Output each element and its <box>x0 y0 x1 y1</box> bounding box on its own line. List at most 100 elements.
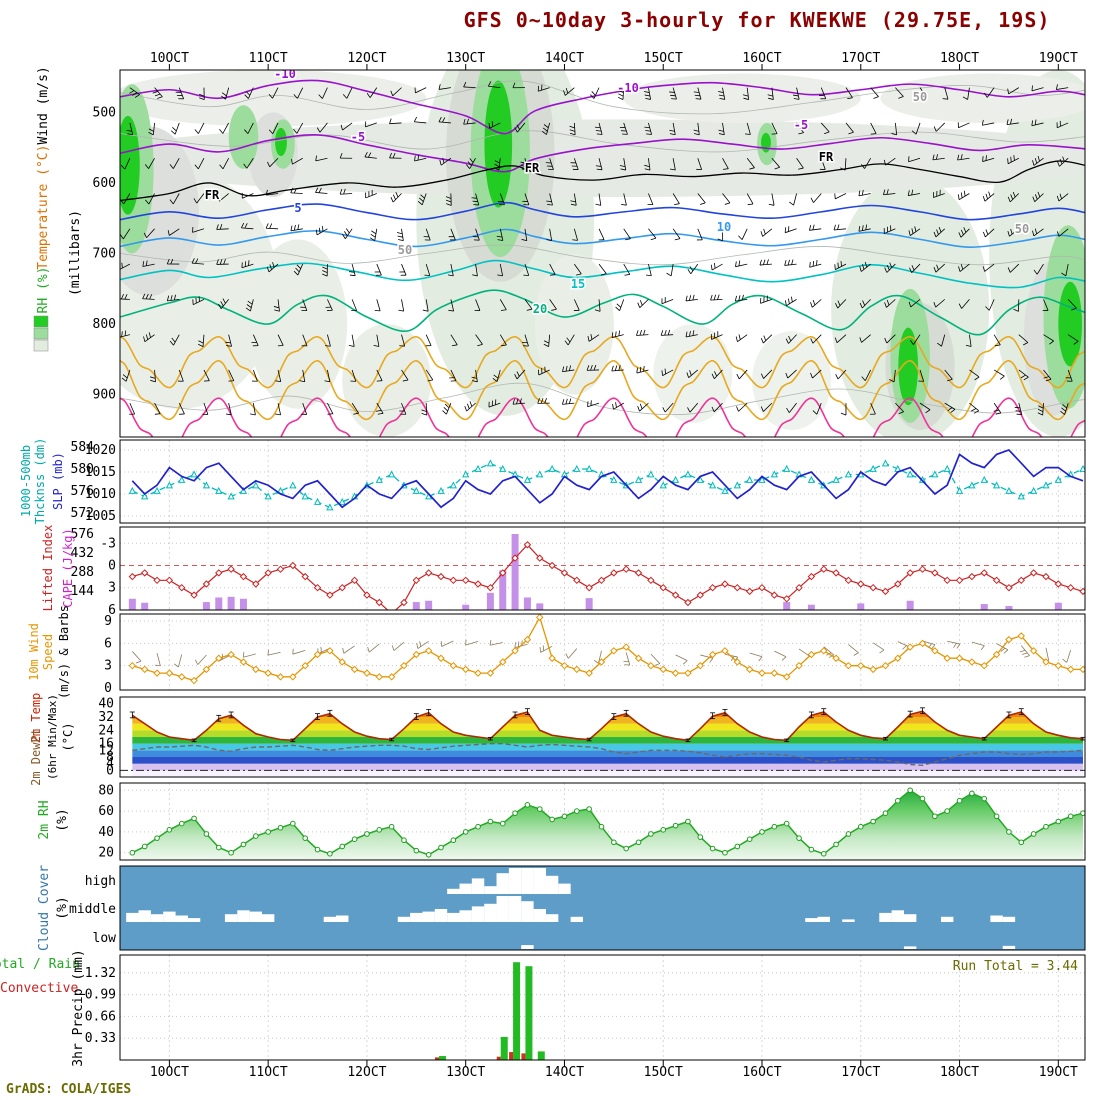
axis-side-label: 2m DewPt <box>29 728 43 786</box>
cloud-bar <box>138 910 151 922</box>
contour-line <box>120 201 1085 221</box>
cloud-bar <box>175 915 188 922</box>
x-axis-label-bottom: 18OCT <box>940 1065 979 1080</box>
tick-label: 3 <box>104 659 112 674</box>
cape-bar <box>215 597 223 610</box>
cape-bar <box>239 598 247 610</box>
tick-label: 432 <box>71 546 94 561</box>
axis-side-label: (°C) <box>61 723 75 752</box>
tick-label: 584 <box>71 440 95 455</box>
run-total-label: Run Total = 3.44 <box>953 959 1078 974</box>
x-axis-label-top: 10OCT <box>150 51 189 66</box>
axis-side-label: 1000-500mb <box>19 445 33 517</box>
cloud-bar <box>323 916 337 922</box>
axis-side-label: (%) <box>55 808 70 831</box>
tick-label: 1020 <box>85 443 116 458</box>
precip-total-bar <box>513 962 521 1060</box>
contour-label: 5 <box>294 201 301 215</box>
x-axis-label-top: 13OCT <box>446 51 485 66</box>
x-axis-label-top: 18OCT <box>940 51 979 66</box>
grads-stamp: GrADS: COLA/IGES <box>6 1082 132 1097</box>
contour-label: FR <box>205 188 220 202</box>
tick-label: 32 <box>98 710 114 725</box>
tick-label: 80 <box>98 783 114 798</box>
cape-bar <box>425 600 433 610</box>
axis-side-label: (6hr Min/Max) <box>46 694 59 780</box>
precip-total-bar <box>537 1051 545 1060</box>
cloud-bar <box>940 916 954 922</box>
tick-label: middle <box>69 902 116 917</box>
cape-bar <box>141 602 149 610</box>
tick-label: 12 <box>98 743 114 758</box>
panel-border <box>119 69 1086 438</box>
x-axis-label-bottom: 16OCT <box>742 1065 781 1080</box>
contour-line <box>120 335 1085 389</box>
contour-line <box>120 79 1085 135</box>
cloud-bar <box>879 912 892 922</box>
x-axis-label-top: 12OCT <box>347 51 386 66</box>
precip-convective-bar <box>509 1052 514 1060</box>
tick-label: 1010 <box>85 487 116 502</box>
cloud-bar <box>471 906 485 922</box>
cloud-bar <box>126 912 139 922</box>
tick-label: 0 <box>106 763 114 778</box>
panel-border <box>119 696 1086 778</box>
axis-side-label: RH (%) <box>36 267 51 314</box>
contour-label: -10 <box>274 67 296 81</box>
page-title: GFS 0~10day 3-hourly for KWEKWE (29.75E,… <box>463 8 1051 32</box>
cloud-bar <box>249 911 263 922</box>
axis-side-label: Cloud Cover <box>37 865 52 951</box>
precip-convective-bar <box>435 1057 440 1060</box>
rh-legend-swatch <box>33 339 49 352</box>
x-axis-label-bottom: 15OCT <box>644 1065 683 1080</box>
cape-bar <box>857 603 865 610</box>
panel-border <box>119 954 1086 1061</box>
axis-side-label: 3hr Precip (mm) <box>71 949 86 1066</box>
cloud-bar <box>903 914 917 922</box>
x-axis-label-top: 19OCT <box>1039 51 1078 66</box>
x-axis-label-top: 14OCT <box>545 51 584 66</box>
tick-label: 16 <box>98 737 114 752</box>
cloud-bar <box>336 915 349 922</box>
rh-contour-line <box>120 130 1085 153</box>
x-axis-label-bottom: 19OCT <box>1039 1065 1078 1080</box>
contour-label: 50 <box>398 243 412 257</box>
axis-side-label: Lifted Index <box>41 525 55 612</box>
cloud-bar <box>805 918 818 922</box>
rh-contour-line <box>120 382 1085 416</box>
tick-label: 576 <box>71 527 94 542</box>
tick-label: -3 <box>100 536 116 551</box>
cloud-bar <box>533 868 546 894</box>
tick-label: 0 <box>104 681 112 696</box>
cloud-bar <box>545 914 559 922</box>
contour-line <box>120 289 1085 336</box>
cape-bar <box>412 602 420 610</box>
cloud-bar <box>558 883 571 894</box>
contour-line <box>120 359 1085 421</box>
axis-side-label: Speed <box>41 634 55 670</box>
cloud-bar <box>484 903 497 922</box>
panel-cloud-cover <box>120 866 1085 950</box>
tick-label: 40 <box>98 825 114 840</box>
tick-label: 60 <box>98 804 114 819</box>
cloud-bar <box>891 910 905 922</box>
cape-bar <box>980 604 988 610</box>
slp-line <box>131 449 1084 509</box>
tick-label: 1015 <box>85 465 116 480</box>
tick-label: 1005 <box>85 509 116 524</box>
tick-label: 0.99 <box>85 988 116 1003</box>
contour-label: 50 <box>913 90 927 104</box>
cloud-bar <box>496 896 509 922</box>
cape-bar <box>486 592 494 610</box>
cloud-bar <box>422 911 435 922</box>
tick-label: 0.33 <box>85 1031 116 1046</box>
cloud-bar <box>484 886 497 894</box>
cape-bar <box>1054 602 1062 610</box>
tick-label: 20 <box>98 846 114 861</box>
tick-label: 500 <box>93 105 116 120</box>
rh-legend-swatch <box>33 327 49 340</box>
panel-10m-wind <box>120 614 1085 690</box>
x-axis-label-bottom: 11OCT <box>249 1065 288 1080</box>
tick-label: 800 <box>93 317 116 332</box>
